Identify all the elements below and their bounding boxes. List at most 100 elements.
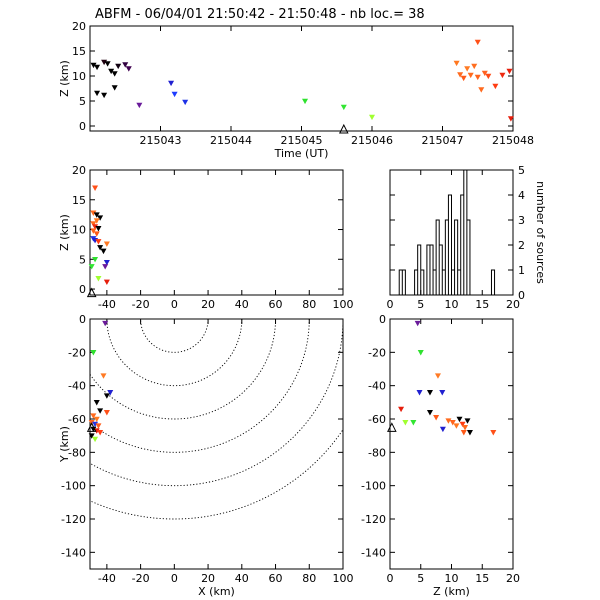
source-point	[456, 416, 463, 423]
source-point	[459, 421, 466, 428]
y-tick-label: 5	[79, 95, 86, 108]
x-tick-label: 40	[235, 298, 249, 311]
plan-view-panel: -40 -20 0 20 40 60 80 100 0 -20 -40 -60 -80 -100 -120 -…	[58, 313, 354, 598]
source-point	[111, 85, 118, 91]
x-tick-label: 60	[269, 298, 283, 311]
y-tick-label: 2	[518, 239, 525, 252]
x-tick-label: 80	[302, 298, 316, 311]
x-tick-label: 10	[445, 572, 459, 585]
source-point	[464, 66, 471, 72]
source-point	[168, 80, 175, 87]
x-tick-label: 0	[387, 572, 394, 585]
y-tick-label: 1	[518, 264, 525, 277]
source-point	[368, 114, 376, 121]
source-point	[94, 90, 101, 97]
y-tick-label: 20	[72, 164, 86, 177]
x-tick-label: 40	[235, 572, 249, 585]
plot-frame	[89, 25, 514, 132]
y-tick-label: -80	[368, 446, 386, 459]
x-tick-label: 15	[475, 572, 489, 585]
y-tick-label: -40	[68, 380, 86, 393]
y-tick-label: 15	[72, 194, 86, 207]
source-point	[125, 66, 132, 72]
source-point	[302, 98, 309, 105]
x-tick-label: 60	[269, 572, 283, 585]
source-point	[457, 72, 464, 78]
y-tick-label: -100	[61, 480, 86, 493]
range-ring	[106, 319, 243, 387]
x-axis-label: Z (km)	[433, 585, 470, 598]
source-point	[100, 373, 107, 379]
x-tick-label: 0	[171, 572, 178, 585]
y-tick-label: -120	[61, 513, 86, 526]
source-point	[93, 212, 100, 218]
y-tick-label: -100	[361, 480, 386, 493]
source-point	[88, 433, 95, 439]
x-height-panel: -40 -20 0 20 40 60 80 100 0 5 10 15 20 Z (km)	[58, 164, 354, 311]
station-marker	[86, 422, 97, 432]
source-point	[478, 87, 485, 93]
figure-title: ABFM - 06/04/01 21:50:42 - 21:50:48 - nb…	[95, 7, 425, 22]
source-point	[90, 413, 97, 419]
x-tick-label: 0	[171, 298, 178, 311]
source-point	[466, 430, 473, 436]
x-tick-label: 215047	[422, 134, 464, 147]
source-point	[93, 400, 100, 406]
y-tick-label: -140	[361, 546, 386, 559]
source-point	[97, 245, 104, 251]
source-point	[433, 415, 440, 421]
source-point	[445, 418, 452, 424]
source-point	[92, 436, 99, 443]
y-tick-label: 10	[72, 70, 86, 83]
x-tick-label: 100	[333, 298, 354, 311]
source-point	[97, 408, 104, 414]
source-point	[416, 390, 423, 396]
source-point	[90, 228, 97, 234]
y-tick-label: -20	[68, 346, 86, 359]
y-tick-label: -60	[68, 413, 86, 426]
source-point	[107, 390, 114, 396]
source-point	[95, 276, 102, 282]
source-point	[490, 430, 497, 436]
plot-frame	[389, 318, 514, 570]
source-point	[460, 430, 467, 436]
x-tick-label: 0	[387, 298, 394, 311]
source-point	[426, 390, 433, 396]
source-point	[340, 104, 347, 111]
source-point	[453, 60, 460, 67]
source-point	[136, 102, 143, 109]
x-tick-label: 20	[506, 572, 520, 585]
source-point	[462, 425, 469, 431]
source-point	[103, 279, 110, 286]
source-point	[474, 39, 481, 46]
source-point	[492, 83, 499, 90]
x-tick-label: 5	[417, 572, 424, 585]
source-point	[499, 72, 506, 79]
source-point	[460, 75, 467, 82]
source-point	[88, 264, 95, 270]
x-tick-label: 10	[445, 298, 459, 311]
source-point	[102, 264, 109, 270]
time-height-panel: 215043 215044 215045 215046 215047 215048 0 5 10…	[58, 20, 534, 160]
source-point	[97, 215, 104, 221]
y-tick-label: -140	[61, 546, 86, 559]
range-ring	[90, 319, 276, 420]
source-point	[90, 221, 97, 227]
source-point	[90, 350, 97, 356]
source-point	[439, 390, 446, 396]
source-point	[464, 418, 471, 424]
source-point	[115, 63, 122, 70]
source-point	[94, 64, 101, 71]
x-tick-label: -40	[98, 298, 116, 311]
y-tick-label: 3	[518, 214, 525, 227]
source-point	[414, 320, 421, 327]
x-tick-label: 215046	[351, 134, 393, 147]
source-point	[507, 116, 514, 122]
y-tick-label: 10	[72, 224, 86, 237]
station-marker	[338, 123, 349, 134]
source-point	[103, 393, 110, 399]
source-point	[100, 248, 107, 255]
source-point	[103, 259, 110, 266]
source-point	[103, 241, 110, 247]
